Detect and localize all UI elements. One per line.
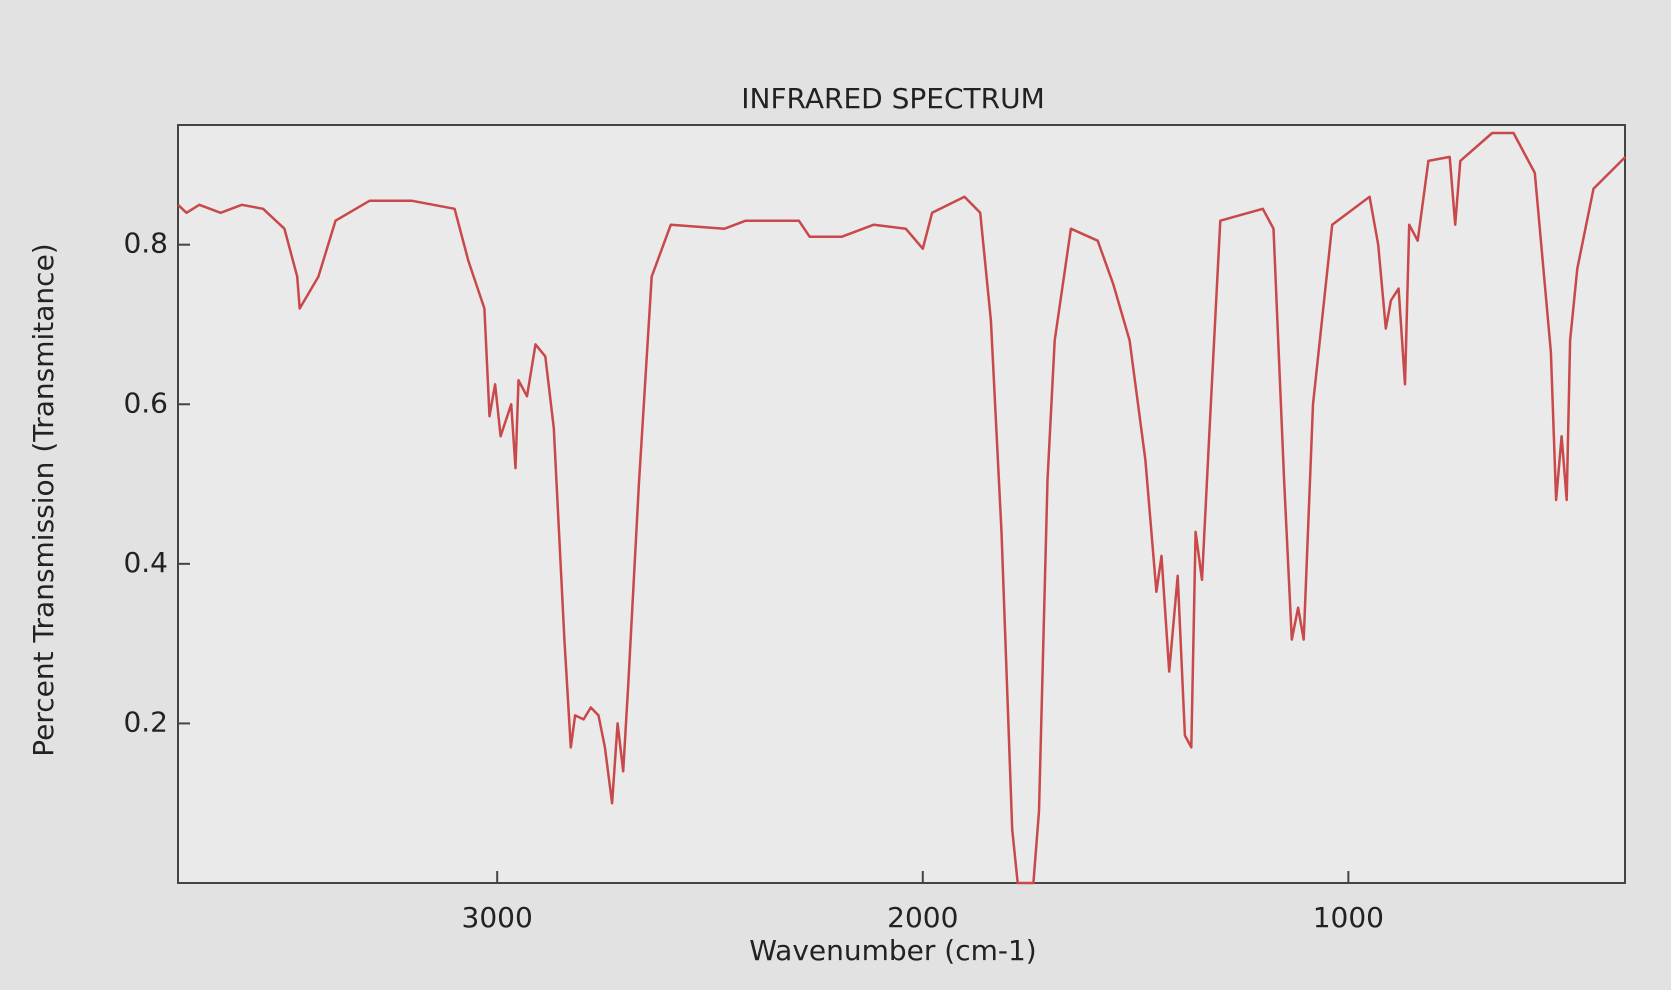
plot-area — [177, 124, 1626, 884]
y-tick-label: 0.2 — [123, 705, 168, 738]
y-tick-label: 0.8 — [123, 227, 168, 260]
chart-title: INFRARED SPECTRUM — [741, 82, 1045, 115]
spectrum-line — [177, 131, 1627, 885]
x-axis-label: Wavenumber (cm-1) — [749, 934, 1036, 967]
y-axis-label: Percent Transmission (Transmitance) — [27, 243, 60, 756]
y-tick-label: 0.4 — [123, 546, 168, 579]
x-tick-label: 2000 — [887, 901, 958, 934]
y-tick-label: 0.6 — [123, 386, 168, 419]
x-tick-label: 3000 — [462, 901, 533, 934]
x-tick-label: 1000 — [1313, 901, 1384, 934]
